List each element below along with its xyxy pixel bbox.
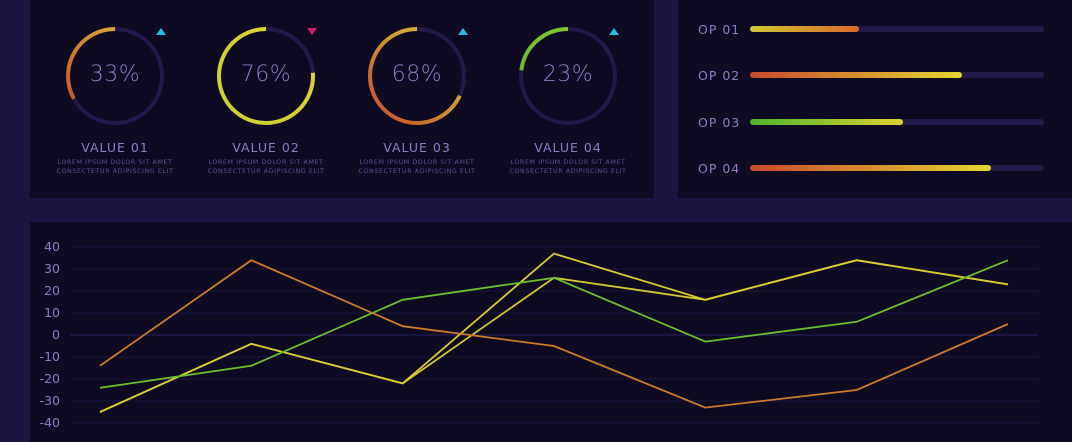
- triangle-down-icon: [307, 28, 317, 35]
- y-tick-label: -30: [40, 393, 60, 408]
- series-line-2: [99, 252, 1009, 413]
- op-progress-fill: [750, 119, 903, 125]
- gauge-description-line2: CONSECTETUR ADIPISCING ELIT: [207, 168, 325, 175]
- ops-panel: OP 01 OP 02 OP 03 OP 04: [678, 0, 1072, 198]
- series-line-3: [99, 259, 1009, 389]
- series-line-4: [99, 259, 1009, 409]
- op-progress-track: [750, 72, 1044, 78]
- op-progress-fill: [750, 26, 859, 32]
- y-tick-label: 30: [44, 261, 60, 276]
- gauge-arc: [519, 27, 617, 125]
- gauge-value-01: 33% VALUE 01 LOREM IPSUM DOLOR SIT AMET CON…: [40, 24, 190, 176]
- line-chart-panel: 40 30 20 10 0 -10 -20 -30 -40: [30, 222, 1072, 442]
- y-tick-label: 20: [44, 283, 60, 298]
- gauge-arc: [217, 27, 315, 125]
- triangle-up-icon: [458, 28, 468, 35]
- gauge-percent-text: 68%: [391, 62, 443, 87]
- gauges-panel: 33% VALUE 01 LOREM IPSUM DOLOR SIT AMET CON…: [30, 0, 654, 198]
- gauge-ring: [217, 27, 315, 125]
- gauge-description-line1: LOREM IPSUM DOLOR SIT AMET: [57, 159, 173, 166]
- op-label: OP 02: [698, 68, 741, 83]
- gauge-ring: [519, 27, 617, 125]
- gauge-label: VALUE 04: [534, 140, 602, 155]
- gauge-percent-text: 23%: [542, 62, 594, 87]
- gauge-description-line2: CONSECTETUR ADIPISCING ELIT: [509, 168, 627, 175]
- y-tick-label: 0: [52, 327, 60, 342]
- gauge-description-line1: LOREM IPSUM DOLOR SIT AMET: [510, 159, 626, 166]
- y-tick-label: 40: [44, 239, 60, 254]
- triangle-up-icon: [609, 28, 619, 35]
- gauge-percent-text: 33%: [89, 62, 141, 87]
- y-tick-label: -20: [40, 371, 60, 386]
- triangle-up-icon: [156, 28, 166, 35]
- gauge-description-line1: LOREM IPSUM DOLOR SIT AMET: [359, 159, 475, 166]
- gauge-ring: [66, 27, 164, 125]
- line-chart: 40 30 20 10 0 -10 -20 -30 -40: [40, 239, 1038, 430]
- op-label: OP 03: [698, 115, 741, 130]
- gauge-description-line2: CONSECTETUR ADIPISCING ELIT: [358, 168, 476, 175]
- gauge-label: VALUE 03: [383, 140, 451, 155]
- gauge-ring: [368, 27, 466, 125]
- gauge-description-line1: LOREM IPSUM DOLOR SIT AMET: [208, 159, 324, 166]
- y-tick-label: -10: [40, 349, 60, 364]
- op-progress-track: [750, 26, 1044, 32]
- y-tick-label: -40: [40, 415, 60, 430]
- op-row-03: OP 03: [698, 115, 1058, 130]
- gauge-value-03: 68% VALUE 03 LOREM IPSUM DOLOR SIT AMET CON…: [342, 24, 492, 176]
- op-progress-track: [750, 165, 1044, 171]
- gauge-label: VALUE 01: [81, 140, 149, 155]
- gauge-value-04: 23% VALUE 04 LOREM IPSUM DOLOR SIT AMET CON…: [493, 24, 643, 176]
- gauge-arc: [66, 27, 164, 125]
- op-row-01: OP 01: [698, 22, 1058, 37]
- op-label: OP 01: [698, 22, 741, 37]
- op-label: OP 04: [698, 161, 741, 176]
- op-row-04: OP 04: [698, 161, 1058, 176]
- op-row-02: OP 02: [698, 68, 1058, 83]
- gauge-arc: [368, 27, 466, 125]
- gauge-description-line2: CONSECTETUR ADIPISCING ELIT: [56, 168, 174, 175]
- gauge-percent-text: 76%: [240, 62, 292, 87]
- gauge-value-02: 76% VALUE 02 LOREM IPSUM DOLOR SIT AMET CON…: [191, 24, 341, 176]
- gauge-label: VALUE 02: [232, 140, 300, 155]
- series-line-1: [99, 259, 1009, 413]
- op-progress-fill: [750, 165, 992, 171]
- op-progress-fill: [750, 72, 962, 78]
- y-tick-label: 10: [44, 305, 60, 320]
- op-progress-track: [750, 119, 1044, 125]
